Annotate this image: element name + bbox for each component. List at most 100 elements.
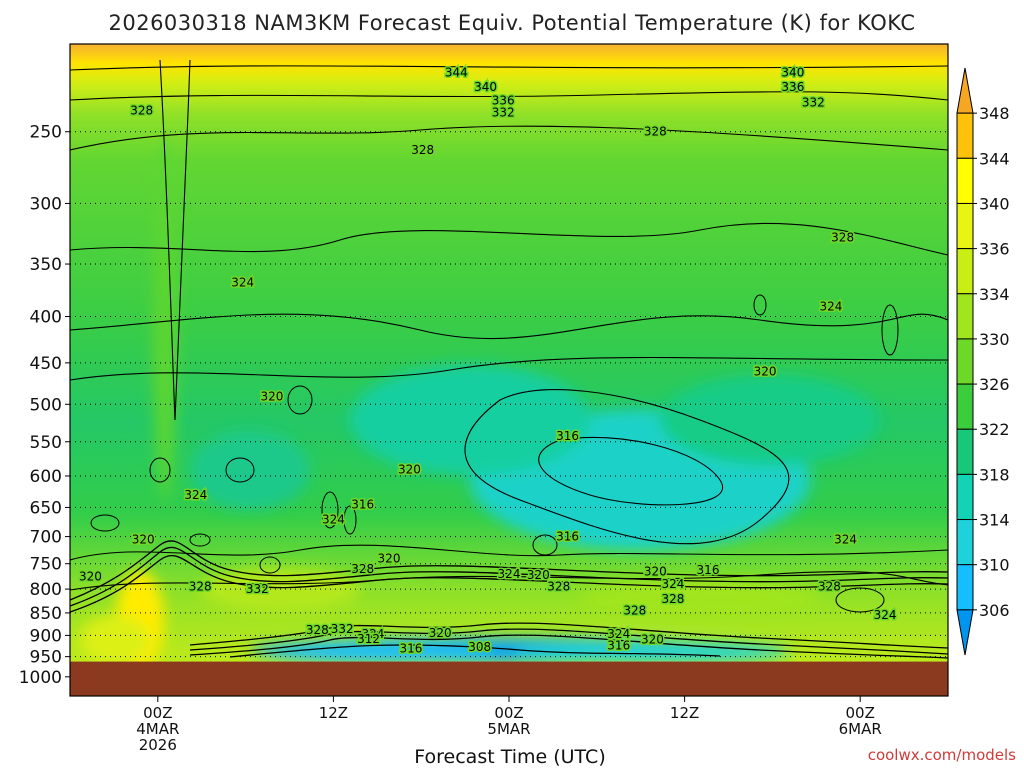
chart-title: 2026030318 NAM3KM Forecast Equiv. Potent… <box>108 11 915 35</box>
contour-label: 320 <box>527 568 550 582</box>
contour-label: 320 <box>754 364 777 378</box>
contour-label: 328 <box>189 580 212 594</box>
contour-label: 308 <box>468 640 491 654</box>
contour-label: 320 <box>260 389 283 403</box>
contour-label: 324 <box>819 300 842 314</box>
x-tick-label: 00Z <box>494 704 523 722</box>
x-axis-label: Forecast Time (UTC) <box>414 746 605 768</box>
contour-label: 324 <box>322 512 345 526</box>
colorbar-label: 330 <box>979 330 1010 349</box>
contour-label: 320 <box>429 626 452 640</box>
colorbar: 348 344 340 336 334 330 326 322 318 314 310 306 <box>956 67 1010 656</box>
contour-line <box>70 125 948 151</box>
y-tick-label: 350 <box>30 255 62 275</box>
colorbar-label: 334 <box>979 285 1010 304</box>
colorbar-label: 306 <box>979 601 1010 620</box>
y-tick-label: 500 <box>30 395 62 415</box>
colorbar-label: 340 <box>979 194 1010 213</box>
colorbar-label: 318 <box>979 465 1010 484</box>
contour-label: 344 <box>445 65 468 79</box>
contour-label: 320 <box>641 633 664 647</box>
colorbar-swatch <box>956 67 974 114</box>
contour-label: 328 <box>547 580 570 594</box>
contour-label: 324 <box>184 488 207 502</box>
colorbar-swatch <box>956 473 974 521</box>
contour-line <box>70 65 948 71</box>
contour-label: 332 <box>331 622 354 636</box>
y-tick-label: 450 <box>30 354 62 374</box>
contour-label: 316 <box>400 641 423 655</box>
colorbar-swatch <box>956 293 974 340</box>
x-tick-label: 00Z <box>846 704 875 722</box>
colorbar-label: 344 <box>979 149 1010 168</box>
contour-label: 320 <box>132 532 155 546</box>
contour-label: 324 <box>361 627 384 641</box>
contour-label: 328 <box>130 104 153 118</box>
contour-label: 328 <box>831 230 854 244</box>
contour-label: 332 <box>802 95 825 109</box>
colorbar-swatch <box>956 564 974 611</box>
y-tick-label: 800 <box>30 580 62 600</box>
contour-label: 316 <box>351 497 374 511</box>
contour-label: 332 <box>492 105 515 119</box>
contour-line <box>70 313 948 340</box>
contour-label: 324 <box>607 627 630 641</box>
contour-label: 324 <box>498 567 521 581</box>
x-tick-label: 6MAR <box>839 720 882 738</box>
x-tick-label: 4MAR <box>136 720 179 738</box>
ground-fill <box>70 661 948 696</box>
contour-label: 320 <box>79 570 102 584</box>
contour-line <box>159 59 191 421</box>
x-tick-label: 12Z <box>670 704 699 722</box>
colorbar-swatch <box>956 157 974 204</box>
colorbar-label: 336 <box>979 240 1010 259</box>
colorbar-swatch <box>956 383 974 430</box>
contour-label: 340 <box>781 65 804 79</box>
contour-line <box>464 389 790 545</box>
contour-rings <box>90 294 899 613</box>
contour-label: 320 <box>378 551 401 565</box>
contour-label: 312 <box>357 632 380 646</box>
colorbar-swatch <box>956 428 974 475</box>
y-tick-label: 700 <box>30 528 62 548</box>
contour-label: 336 <box>492 94 515 108</box>
y-tick-label: 650 <box>30 498 62 518</box>
contour-label: 328 <box>351 562 374 576</box>
contour-label: 332 <box>246 582 269 596</box>
contour-label: 320 <box>398 462 421 476</box>
watermark: coolwx.com/models <box>868 746 1016 764</box>
contour-label: 316 <box>607 638 630 652</box>
colorbar-swatch <box>956 609 974 656</box>
colorbar-label: 314 <box>979 511 1010 530</box>
x-tick-label: 5MAR <box>487 720 530 738</box>
contour-label: 324 <box>874 608 897 622</box>
contour-line <box>70 91 948 101</box>
y-tick-label: 850 <box>30 604 62 624</box>
colorbar-swatch <box>956 338 974 385</box>
contour-label: 328 <box>623 604 646 618</box>
contour-label: 340 <box>474 80 497 94</box>
colorbar-label: 322 <box>979 420 1010 439</box>
colorbar-swatch <box>956 202 974 250</box>
contour-line <box>70 544 948 561</box>
y-tick-label: 900 <box>30 626 62 646</box>
contour-line <box>538 436 724 506</box>
y-tick-label: 600 <box>30 467 62 487</box>
contour-label: 316 <box>556 429 579 443</box>
contour-label: 328 <box>644 125 667 139</box>
colorbar-label: 326 <box>979 375 1010 394</box>
colorbar-label: 348 <box>979 104 1010 123</box>
colorbar-swatch <box>956 519 974 566</box>
contour-label: 328 <box>411 143 434 157</box>
contour-label: 328 <box>818 580 841 594</box>
contour-label: 324 <box>834 532 857 546</box>
colorbar-swatch <box>956 248 974 295</box>
field-regions <box>80 140 880 670</box>
y-tick-label: 1000 <box>19 668 62 688</box>
y-tick-label: 550 <box>30 433 62 453</box>
contour-label: 320 <box>644 564 667 578</box>
